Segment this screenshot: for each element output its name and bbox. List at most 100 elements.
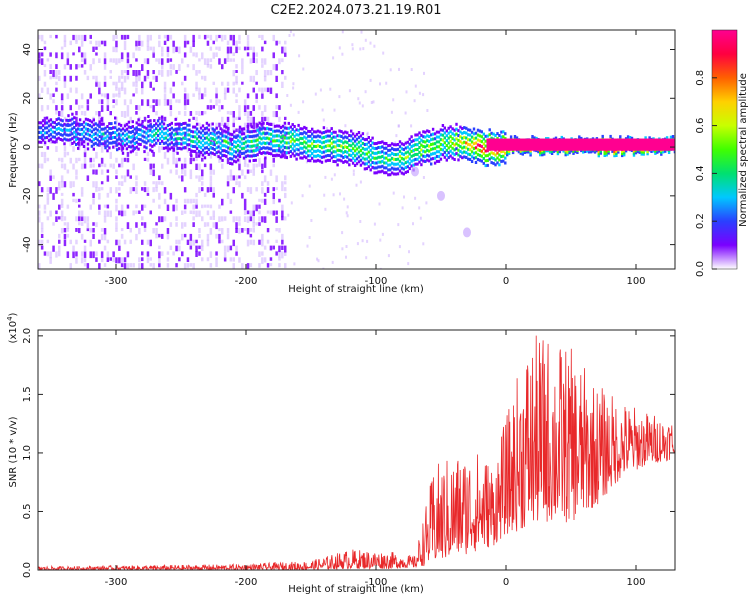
noise-speckle (118, 181, 121, 186)
noise-speckle (83, 251, 87, 258)
ridge-cell (147, 134, 150, 138)
ridge-cell (314, 154, 318, 158)
ridge-cell (139, 128, 142, 132)
noise-speckle (338, 95, 341, 99)
ridge-cell (264, 146, 267, 150)
ridge-cell (273, 129, 277, 133)
noise-speckle (198, 163, 201, 171)
noise-speckle (351, 43, 354, 47)
noise-speckle (206, 64, 210, 68)
noise-speckle (241, 70, 244, 75)
ridge-cell (398, 150, 402, 153)
noise-speckle (226, 157, 230, 165)
ridge-cell (233, 135, 236, 139)
ridge-cell (133, 137, 136, 141)
noise-speckle (284, 251, 287, 256)
ridge-cell (121, 137, 125, 141)
noise-speckle (201, 93, 204, 100)
ridge-cell (346, 155, 349, 159)
ridge-cell (320, 151, 324, 155)
noise-speckle (238, 257, 241, 263)
ridge-cell (211, 132, 214, 136)
ridge-cell (305, 126, 308, 130)
ridge-cell (219, 132, 222, 136)
ridge-cell (474, 146, 478, 150)
ridge-cell (53, 135, 56, 139)
ridge-cell (312, 130, 316, 134)
noise-speckle (382, 51, 385, 55)
noise-speckle (98, 99, 101, 104)
ridge-cell (566, 152, 569, 156)
ridge-cell (209, 136, 212, 140)
noise-speckle (115, 122, 118, 129)
ridge-cell (523, 151, 526, 154)
ridge-cell (340, 159, 343, 163)
ridge-cell (131, 120, 134, 124)
noise-speckle (359, 180, 362, 184)
noise-speckle (38, 128, 41, 133)
noise-speckle (109, 75, 112, 79)
noise-speckle (301, 194, 304, 198)
noise-speckle (203, 222, 207, 227)
ridge-cell (342, 136, 345, 140)
ridge-cell (180, 123, 183, 126)
noise-speckle (155, 99, 158, 106)
ridge-cell (394, 172, 398, 176)
noise-speckle (229, 58, 233, 62)
noise-speckle (298, 54, 301, 58)
noise-speckle (238, 111, 241, 118)
ridge-cell (125, 122, 129, 126)
noise-speckle (278, 263, 281, 268)
noise-speckle (284, 181, 287, 185)
ridge-cell (59, 123, 62, 127)
ridge-cell (357, 145, 361, 149)
noise-speckle (226, 87, 230, 93)
noise-speckle (152, 75, 155, 80)
noise-speckle (183, 99, 187, 106)
ridge-cell (478, 149, 482, 152)
ridge-cell (342, 160, 345, 164)
ridge-cell (350, 158, 353, 162)
noise-speckle (241, 192, 244, 199)
noise-speckle (141, 99, 144, 106)
ridge-cell (293, 154, 296, 158)
ridge-cell (92, 147, 95, 151)
noise-speckle (135, 70, 138, 77)
ridge-cell (373, 161, 376, 165)
ridge-cell (467, 157, 470, 161)
noise-speckle (135, 187, 138, 194)
ridge-cell (233, 154, 236, 158)
ridge-cell (408, 162, 411, 166)
ridge-cell (38, 135, 41, 139)
ridge-cell (51, 140, 54, 144)
ridge-cell (504, 156, 507, 160)
noise-speckle (58, 70, 61, 75)
ridge-cell (197, 140, 201, 144)
noise-speckle (43, 116, 47, 122)
noise-speckle (43, 46, 47, 51)
ridge-cell (229, 132, 232, 136)
ridge-cell (605, 151, 608, 155)
ridge-cell (603, 149, 606, 153)
noise-speckle (332, 193, 335, 197)
ridge-cell (468, 128, 472, 132)
ridge-cell (468, 158, 472, 161)
ridge-cell (480, 149, 483, 153)
ridge-cell (211, 122, 214, 126)
ridge-cell (178, 122, 181, 126)
noise-speckle (175, 169, 178, 175)
ridge-cell (238, 150, 242, 154)
noise-speckle (135, 151, 138, 156)
noise-speckle (215, 93, 218, 99)
noise-speckle (75, 134, 78, 140)
ridge-cell (254, 158, 257, 162)
noise-speckle (414, 84, 417, 88)
ridge-cell (525, 150, 528, 154)
ridge-cell (194, 125, 197, 129)
noise-speckle (60, 157, 64, 163)
ridge-cell (377, 146, 380, 149)
noise-speckle (103, 81, 107, 87)
noise-speckle (266, 87, 270, 93)
ridge-cell (632, 149, 636, 153)
noise-speckle (83, 111, 87, 116)
